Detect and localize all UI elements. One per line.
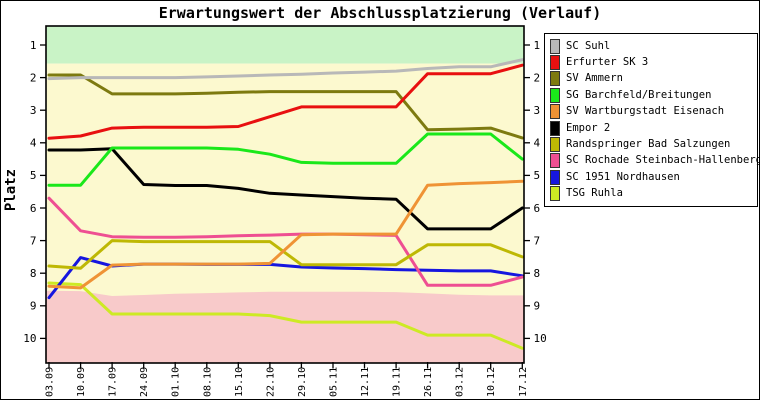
series-line: [47, 239, 524, 270]
y-tick-label-left: 3: [30, 104, 37, 117]
legend-swatch-icon: [550, 71, 560, 87]
legend-swatch-icon: [550, 186, 560, 202]
legend-item: SG Barchfeld/Breitungen: [545, 87, 757, 103]
x-tick-label: 03.09: [45, 367, 56, 397]
legend-box: SC Suhl Erfurter SK 3 SV Ammern SG Barchfel…: [544, 33, 760, 207]
series-line: [47, 63, 524, 140]
series-line: [47, 281, 524, 350]
legend-item: TSG Ruhla: [545, 186, 757, 202]
y-tick-label-right: 10: [534, 332, 547, 345]
legend-swatch-icon: [550, 137, 560, 153]
y-tick-label-right: 9: [534, 300, 541, 313]
series-line: [47, 58, 524, 81]
x-tick-label: 10.12: [486, 367, 497, 397]
y-tick-label-right: 2: [534, 71, 541, 84]
y-tick-label-left: 9: [30, 300, 37, 313]
legend-swatch-icon: [550, 55, 560, 71]
series-line: [47, 196, 524, 287]
y-tick-label-right: 7: [534, 234, 541, 247]
x-tick-label: 10.09: [76, 367, 87, 397]
y-tick-label-left: 4: [30, 137, 37, 150]
x-tick-label: 29.10: [297, 367, 308, 397]
legend-item: Erfurter SK 3: [545, 54, 757, 71]
x-tick-label: 24.09: [139, 367, 150, 397]
y-tick-label-right: 8: [534, 267, 541, 280]
legend-label: Empor 2: [566, 121, 611, 134]
legend-swatch-icon: [550, 104, 560, 120]
x-tick-label: 22.10: [265, 367, 276, 397]
series-line: [47, 179, 524, 290]
legend-label: SV Ammern: [566, 72, 623, 85]
legend-swatch-icon: [550, 87, 560, 103]
x-tick-label: 12.11: [360, 367, 371, 397]
legend-swatch-icon: [550, 153, 560, 169]
legend-swatch-icon: [550, 38, 560, 54]
x-tick-label: 17.12: [518, 367, 529, 397]
plot-border: [45, 25, 525, 364]
y-tick-label-right: 1: [534, 39, 541, 52]
y-tick-label-right: 3: [534, 104, 541, 117]
x-tick-label: 05.11: [329, 367, 340, 397]
y-tick-label-left: 6: [30, 202, 37, 215]
legend-label: SV Wartburgstadt Eisenach: [566, 105, 725, 118]
legend-label: SC Rochade Steinbach-Hallenberg: [566, 154, 760, 167]
legend-swatch-icon: [550, 169, 560, 185]
legend-item: Empor 2: [545, 120, 757, 136]
y-tick-label-left: 7: [30, 234, 37, 247]
legend-item: Randspringer Bad Salzungen: [545, 136, 757, 153]
y-tick-label-left: 5: [30, 169, 37, 182]
legend-label: TSG Ruhla: [566, 187, 623, 200]
chart-title: Erwartungswert der Abschlussplatzierung …: [158, 4, 602, 22]
legend-item: SC Rochade Steinbach-Hallenberg: [545, 153, 760, 169]
y-tick-label-left: 10: [23, 332, 36, 345]
x-tick-label: 08.10: [202, 367, 213, 397]
series-line: [47, 132, 524, 187]
y-tick-label-right: 6: [534, 202, 541, 215]
series-line: [47, 147, 524, 231]
y-tick-label-left: 1: [30, 39, 37, 52]
legend-label: SC 1951 Nordhausen: [566, 170, 680, 183]
promotion-zone: [46, 26, 524, 64]
y-tick-label-left: 8: [30, 267, 37, 280]
legend-label: Erfurter SK 3: [566, 56, 649, 69]
x-tick-label: 03.12: [455, 367, 466, 397]
legend-item: SC 1951 Nordhausen: [545, 169, 757, 185]
x-tick-label: 15.10: [234, 367, 245, 397]
legend-label: SC Suhl: [566, 39, 611, 52]
legend-item: SC Suhl: [545, 38, 757, 54]
y-tick-label-right: 5: [534, 169, 541, 182]
x-tick-label: 26.11: [423, 367, 434, 397]
relegation-zone: [46, 290, 524, 363]
legend-item: SV Wartburgstadt Eisenach: [545, 104, 757, 120]
y-tick-label-left: 2: [30, 71, 37, 84]
legend-item: SV Ammern: [545, 71, 757, 87]
x-tick-label: 19.11: [392, 367, 403, 397]
legend-label: SG Barchfeld/Breitungen: [566, 88, 712, 101]
series-line: [47, 73, 524, 140]
legend-label: Randspringer Bad Salzungen: [566, 138, 731, 151]
x-tick-label: 17.09: [108, 367, 119, 397]
y-tick-label-right: 4: [534, 137, 541, 150]
x-tick-label: 01.10: [171, 367, 182, 397]
legend-swatch-icon: [550, 120, 560, 136]
